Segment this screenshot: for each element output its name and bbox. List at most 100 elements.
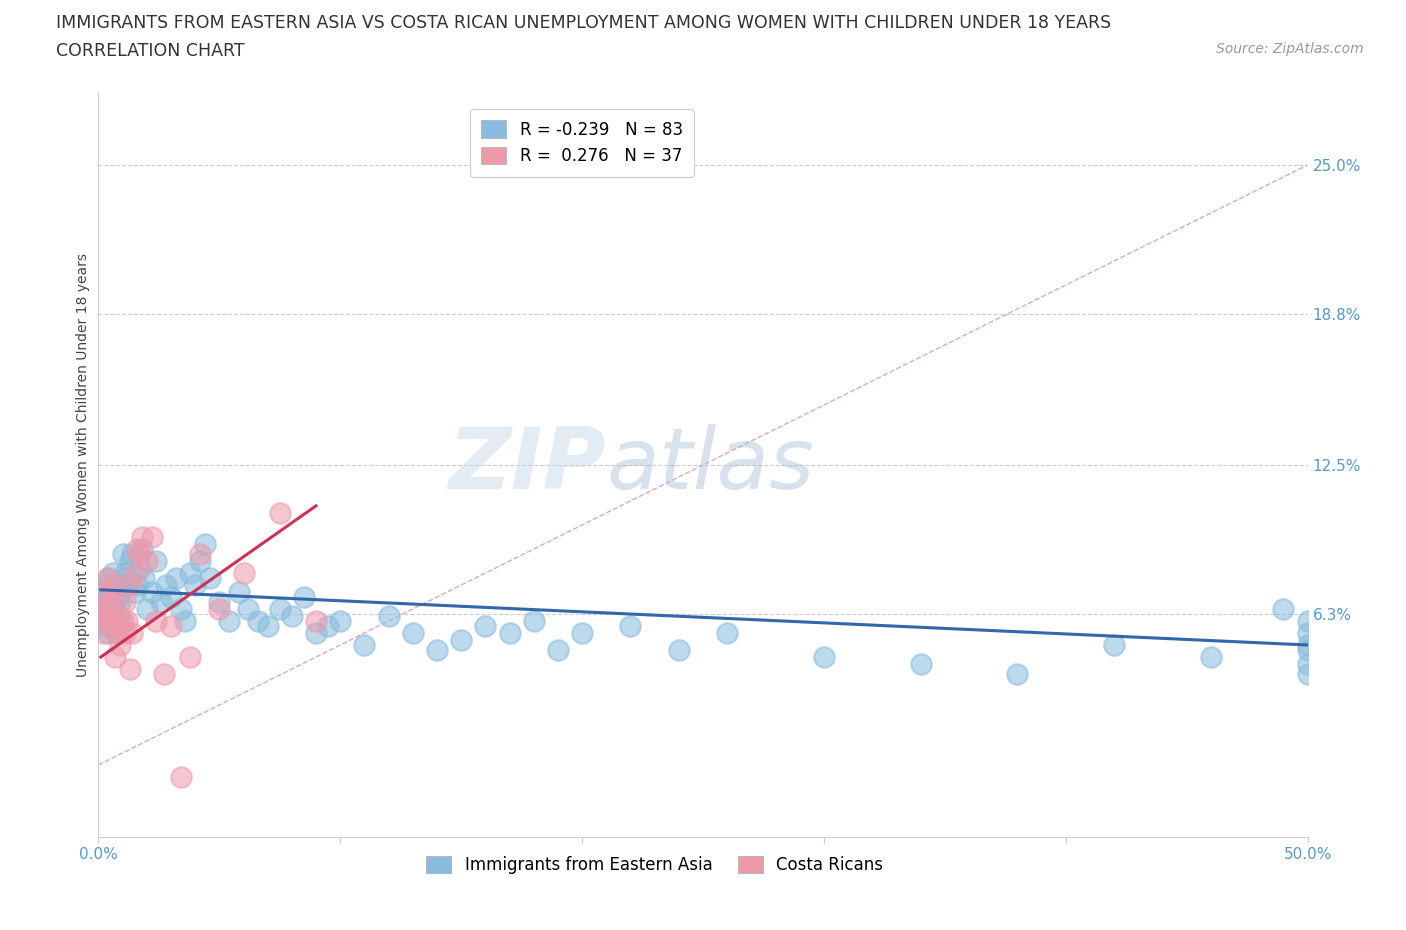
Point	[114, 570, 136, 585]
Point	[100, 614, 122, 629]
Point	[269, 506, 291, 521]
Point	[121, 626, 143, 641]
Point	[128, 546, 150, 561]
Point	[94, 578, 117, 592]
Point	[269, 602, 291, 617]
Point	[91, 594, 114, 609]
Point	[94, 614, 117, 629]
Point	[118, 578, 141, 592]
Point	[571, 626, 593, 641]
Point	[174, 614, 197, 629]
Point	[104, 626, 127, 641]
Point	[619, 618, 641, 633]
Point	[90, 602, 112, 617]
Point	[100, 590, 122, 604]
Point	[305, 626, 328, 641]
Point	[1296, 626, 1319, 641]
Point	[329, 614, 352, 629]
Point	[127, 578, 149, 592]
Point	[107, 609, 129, 624]
Point	[104, 649, 127, 664]
Point	[150, 594, 173, 609]
Point	[1296, 667, 1319, 682]
Point	[256, 618, 278, 633]
Point	[218, 614, 240, 629]
Point	[1102, 638, 1125, 653]
Point	[547, 643, 569, 658]
Point	[134, 570, 156, 585]
Point	[90, 602, 112, 617]
Point	[100, 609, 122, 624]
Point	[184, 578, 207, 592]
Point	[377, 609, 399, 624]
Point	[160, 590, 183, 604]
Point	[668, 643, 690, 658]
Point	[179, 565, 201, 580]
Point	[111, 546, 134, 561]
Point	[94, 618, 117, 633]
Point	[141, 585, 163, 600]
Point	[208, 594, 231, 609]
Point	[910, 657, 932, 671]
Point	[1296, 657, 1319, 671]
Point	[91, 626, 114, 641]
Point	[450, 632, 472, 647]
Point	[111, 578, 134, 592]
Point	[97, 602, 120, 617]
Point	[1199, 649, 1222, 664]
Point	[135, 602, 157, 617]
Point	[124, 585, 146, 600]
Point	[228, 585, 250, 600]
Point	[523, 614, 546, 629]
Point	[145, 614, 167, 629]
Point	[281, 609, 304, 624]
Legend: Immigrants from Eastern Asia, Costa Ricans: Immigrants from Eastern Asia, Costa Rica…	[420, 849, 890, 881]
Point	[353, 638, 375, 653]
Point	[179, 649, 201, 664]
Text: Source: ZipAtlas.com: Source: ZipAtlas.com	[1216, 42, 1364, 56]
Point	[117, 578, 139, 592]
Point	[121, 546, 143, 561]
Point	[107, 585, 129, 600]
Point	[108, 638, 131, 653]
Point	[188, 546, 211, 561]
Point	[813, 649, 835, 664]
Point	[118, 661, 141, 676]
Point	[114, 565, 136, 580]
Point	[101, 594, 124, 609]
Y-axis label: Unemployment Among Women with Children Under 18 years: Unemployment Among Women with Children U…	[76, 253, 90, 677]
Point	[131, 529, 153, 544]
Point	[238, 602, 260, 617]
Point	[498, 626, 520, 641]
Point	[305, 614, 328, 629]
Point	[107, 590, 129, 604]
Point	[104, 602, 127, 617]
Point	[111, 614, 134, 629]
Point	[118, 553, 141, 568]
Point	[135, 553, 157, 568]
Point	[426, 643, 449, 658]
Point	[131, 541, 153, 556]
Point	[114, 626, 136, 641]
Point	[1296, 614, 1319, 629]
Text: IMMIGRANTS FROM EASTERN ASIA VS COSTA RICAN UNEMPLOYMENT AMONG WOMEN WITH CHILDR: IMMIGRANTS FROM EASTERN ASIA VS COSTA RI…	[56, 14, 1111, 32]
Point	[114, 594, 136, 609]
Point	[91, 585, 114, 600]
Point	[97, 570, 120, 585]
Point	[101, 578, 124, 592]
Point	[1007, 667, 1029, 682]
Point	[160, 618, 183, 633]
Point	[247, 614, 270, 629]
Point	[474, 618, 496, 633]
Point	[198, 570, 221, 585]
Point	[165, 570, 187, 585]
Point	[188, 553, 211, 568]
Point	[124, 565, 146, 580]
Text: atlas: atlas	[606, 423, 814, 507]
Point	[1296, 643, 1319, 658]
Point	[145, 553, 167, 568]
Point	[169, 769, 191, 784]
Point	[152, 667, 174, 682]
Point	[117, 614, 139, 629]
Point	[100, 618, 122, 633]
